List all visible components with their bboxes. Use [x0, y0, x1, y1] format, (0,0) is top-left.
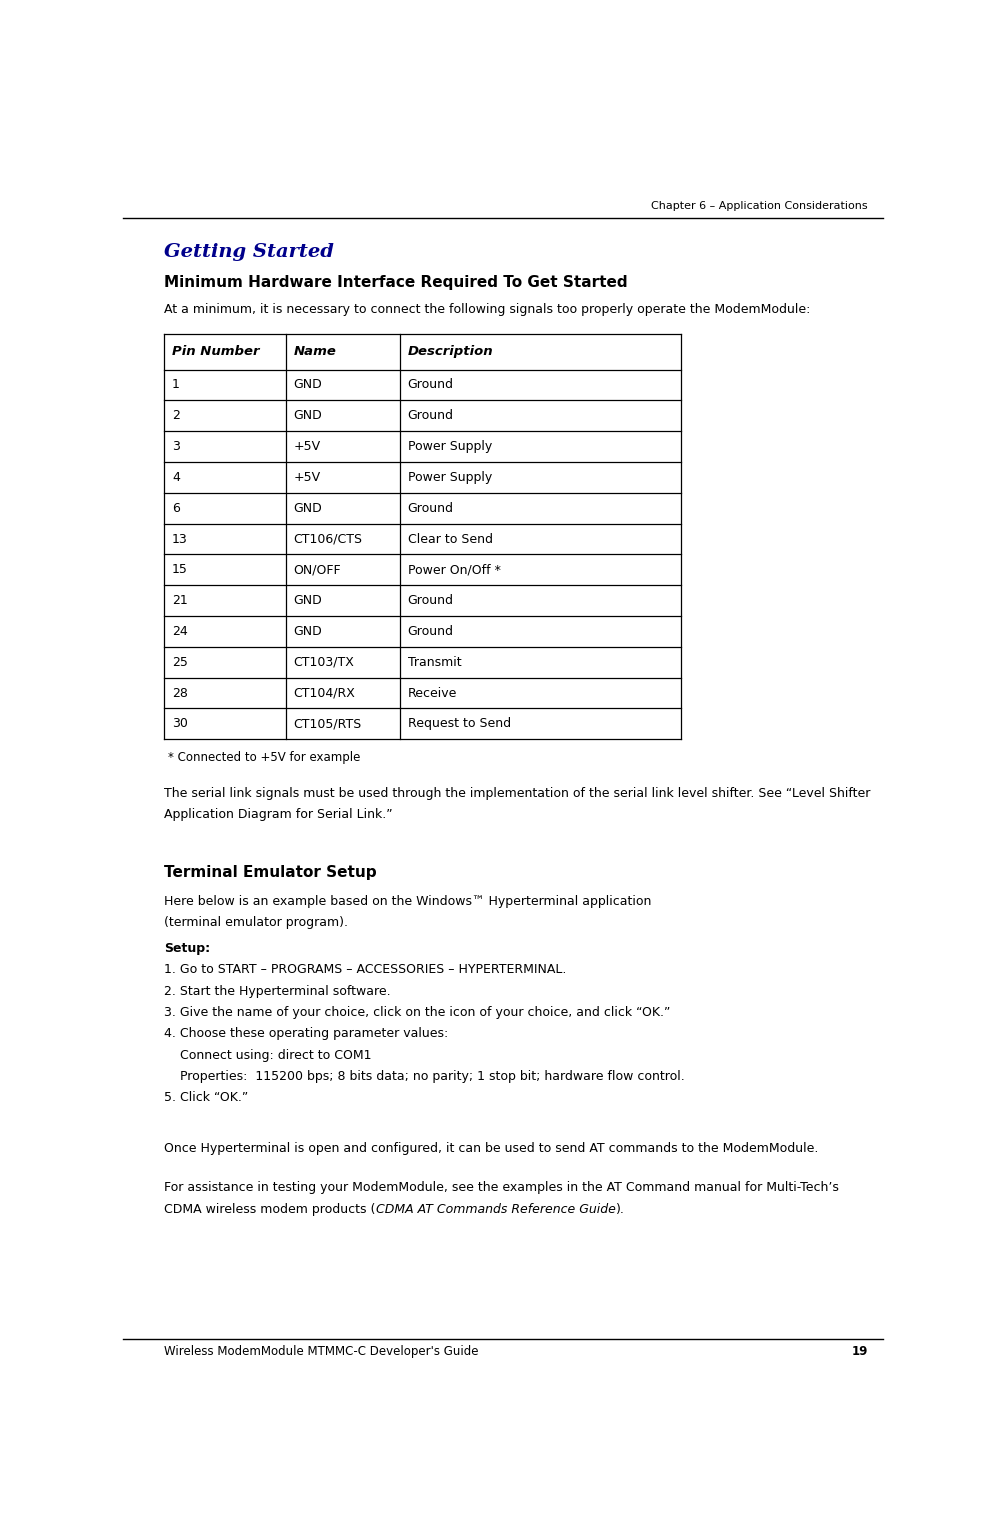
- Text: 2. Start the Hyperterminal software.: 2. Start the Hyperterminal software.: [165, 985, 391, 997]
- Text: Minimum Hardware Interface Required To Get Started: Minimum Hardware Interface Required To G…: [165, 275, 628, 289]
- Text: Ground: Ground: [408, 502, 454, 514]
- Text: 19: 19: [852, 1345, 868, 1357]
- Text: Receive: Receive: [408, 686, 457, 700]
- Text: GND: GND: [293, 409, 323, 422]
- Text: 24: 24: [172, 625, 187, 639]
- Text: Wireless ModemModule MTMMC-C Developer's Guide: Wireless ModemModule MTMMC-C Developer's…: [165, 1345, 479, 1357]
- Text: * Connected to +5V for example: * Connected to +5V for example: [169, 751, 361, 765]
- Text: Once Hyperterminal is open and configured, it can be used to send AT commands to: Once Hyperterminal is open and configure…: [165, 1142, 819, 1156]
- Text: CT103/TX: CT103/TX: [293, 656, 354, 669]
- Text: 6: 6: [172, 502, 180, 514]
- Text: Clear to Send: Clear to Send: [408, 532, 492, 545]
- Text: 28: 28: [172, 686, 188, 700]
- Text: GND: GND: [293, 502, 323, 514]
- Text: Name: Name: [293, 345, 336, 359]
- Text: ON/OFF: ON/OFF: [293, 563, 341, 576]
- Text: 4: 4: [172, 471, 180, 483]
- Text: Ground: Ground: [408, 409, 454, 422]
- Text: Getting Started: Getting Started: [165, 243, 335, 260]
- Text: CDMA AT Commands Reference Guide: CDMA AT Commands Reference Guide: [376, 1202, 616, 1216]
- Text: 3: 3: [172, 440, 180, 452]
- Text: Here below is an example based on the Windows™ Hyperterminal application: Here below is an example based on the Wi…: [165, 894, 651, 908]
- Text: +5V: +5V: [293, 440, 321, 452]
- Text: Setup:: Setup:: [165, 942, 211, 954]
- Text: GND: GND: [293, 625, 323, 639]
- Text: Ground: Ground: [408, 379, 454, 391]
- Text: For assistance in testing your ModemModule, see the examples in the AT Command m: For assistance in testing your ModemModu…: [165, 1182, 840, 1194]
- Text: Power Supply: Power Supply: [408, 471, 492, 483]
- Text: 3. Give the name of your choice, click on the icon of your choice, and click “OK: 3. Give the name of your choice, click o…: [165, 1007, 671, 1019]
- Text: 25: 25: [172, 656, 188, 669]
- Text: Request to Send: Request to Send: [408, 717, 511, 731]
- Text: GND: GND: [293, 594, 323, 606]
- Text: Terminal Emulator Setup: Terminal Emulator Setup: [165, 865, 377, 880]
- Text: 5. Click “OK.”: 5. Click “OK.”: [165, 1091, 249, 1103]
- Text: 2: 2: [172, 409, 180, 422]
- Text: Pin Number: Pin Number: [172, 345, 260, 359]
- Text: Power Supply: Power Supply: [408, 440, 492, 452]
- Text: CT105/RTS: CT105/RTS: [293, 717, 362, 731]
- Text: 4. Choose these operating parameter values:: 4. Choose these operating parameter valu…: [165, 1027, 448, 1040]
- Text: +5V: +5V: [293, 471, 321, 483]
- Text: Properties:  115200 bps; 8 bits data; no parity; 1 stop bit; hardware flow contr: Properties: 115200 bps; 8 bits data; no …: [165, 1070, 685, 1083]
- Text: ).: ).: [616, 1202, 625, 1216]
- Text: CT104/RX: CT104/RX: [293, 686, 355, 700]
- Text: Connect using: direct to COM1: Connect using: direct to COM1: [165, 1048, 372, 1062]
- Text: 13: 13: [172, 532, 187, 545]
- Text: Application Diagram for Serial Link.”: Application Diagram for Serial Link.”: [165, 808, 393, 820]
- Text: Chapter 6 – Application Considerations: Chapter 6 – Application Considerations: [651, 200, 868, 211]
- Text: 30: 30: [172, 717, 188, 731]
- Text: GND: GND: [293, 379, 323, 391]
- Text: (terminal emulator program).: (terminal emulator program).: [165, 916, 348, 930]
- Text: 21: 21: [172, 594, 187, 606]
- Text: 15: 15: [172, 563, 188, 576]
- Text: At a minimum, it is necessary to connect the following signals too properly oper: At a minimum, it is necessary to connect…: [165, 303, 811, 315]
- Text: CDMA wireless modem products (: CDMA wireless modem products (: [165, 1202, 376, 1216]
- Text: CT106/CTS: CT106/CTS: [293, 532, 363, 545]
- Text: 1: 1: [172, 379, 180, 391]
- Text: Transmit: Transmit: [408, 656, 461, 669]
- Text: Ground: Ground: [408, 594, 454, 606]
- Text: The serial link signals must be used through the implementation of the serial li: The serial link signals must be used thr…: [165, 786, 871, 800]
- Text: Description: Description: [408, 345, 493, 359]
- Text: 1. Go to START – PROGRAMS – ACCESSORIES – HYPERTERMINAL.: 1. Go to START – PROGRAMS – ACCESSORIES …: [165, 963, 567, 976]
- Text: Power On/Off *: Power On/Off *: [408, 563, 500, 576]
- Text: Ground: Ground: [408, 625, 454, 639]
